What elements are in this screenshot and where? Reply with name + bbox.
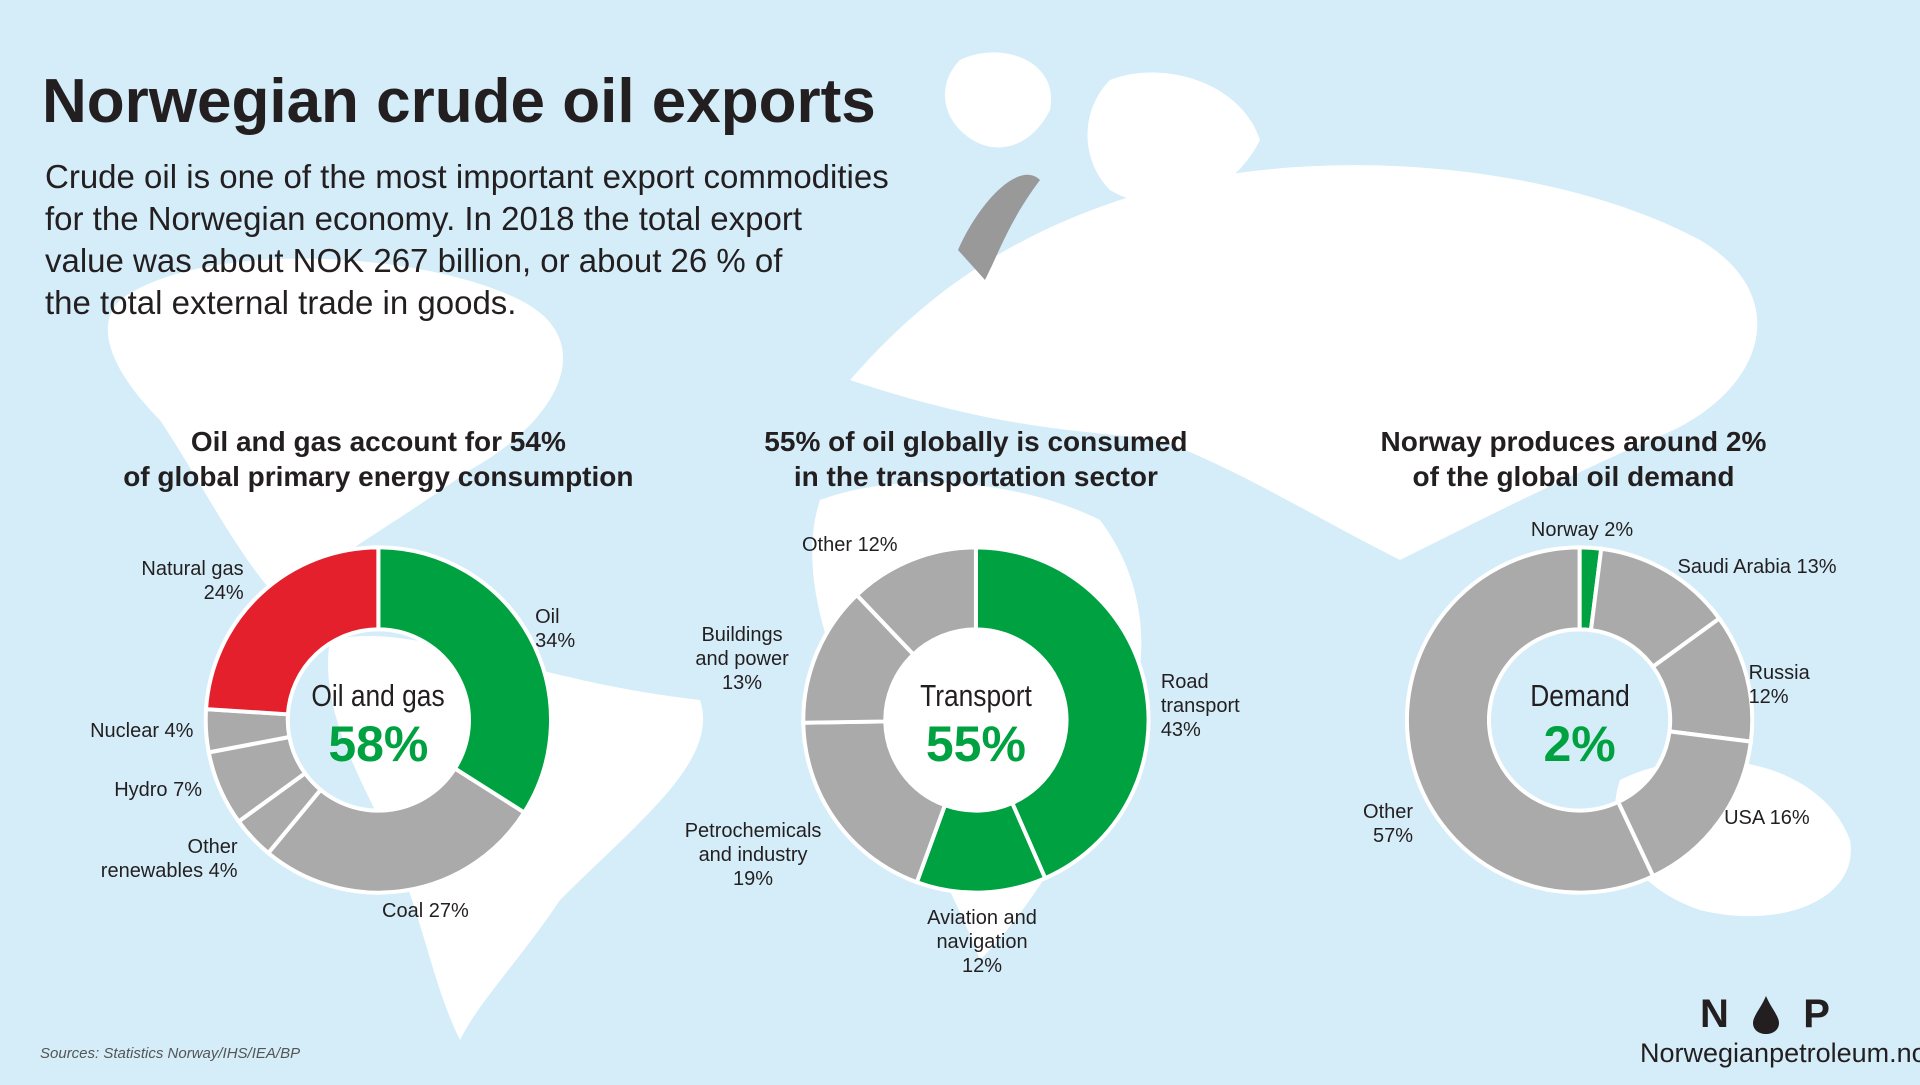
slice-label: Oil 34%: [535, 605, 608, 653]
value-label: 43%: [1160, 718, 1201, 741]
subtitle-line: value was about NOK 267 billion, or abou…: [45, 242, 783, 279]
value-label: 19%: [733, 868, 774, 891]
value-label: 34%: [535, 629, 576, 652]
logo-letter: P: [1803, 992, 1830, 1036]
category-label: Hydro: [114, 778, 168, 801]
slice: [973, 545, 1151, 881]
center-value: 58%: [328, 716, 429, 772]
category-label: Russia: [1748, 662, 1810, 685]
category-label: Petrochemicals and industry: [684, 820, 822, 867]
center-value: 2%: [1543, 716, 1616, 772]
slice-label: Other renewables 4%: [91, 835, 238, 883]
center-label: Demand: [1529, 678, 1630, 713]
category-label: Nuclear: [90, 719, 159, 742]
subtitle: Crude oil is one of the most important e…: [45, 156, 889, 324]
chart-title: of the global oil demand: [1412, 461, 1735, 493]
slice-label: Hydro 7%: [55, 778, 202, 802]
slice: [853, 545, 978, 658]
value-label: 4%: [208, 860, 238, 883]
subtitle-line: for the Norwegian economy. In 2018 the t…: [45, 200, 803, 237]
slice-label: Nuclear 4%: [47, 719, 194, 743]
slice-label: Aviation and navigation 12%: [915, 906, 1050, 978]
center-value: 55%: [925, 716, 1026, 772]
slice: [801, 719, 948, 885]
value-label: 4%: [164, 719, 194, 742]
category-label: Other: [1363, 800, 1414, 823]
chart-title: of global primary energy consumption: [123, 461, 634, 493]
value-label: 12%: [1748, 686, 1789, 709]
slice: [265, 765, 527, 895]
value-label: 7%: [173, 778, 203, 801]
value-label: 16%: [1769, 806, 1810, 829]
slice-label: Norway 2%: [1496, 518, 1667, 542]
category-label: Buildings and power: [695, 624, 789, 671]
chart-title: Oil and gas account for 54%: [190, 425, 566, 457]
slice-label: Other 12%: [764, 533, 935, 557]
slice-label: Saudi Arabia 13%: [1678, 555, 1898, 579]
title: Norwegian crude oil exports: [42, 67, 876, 136]
sources: Sources: Statistics Norway/IHS/IEA/BP: [40, 1045, 301, 1062]
subtitle-line: Crude oil is one of the most important e…: [45, 158, 889, 195]
category-label: Other: [801, 533, 852, 556]
logo-drop: [1753, 995, 1780, 1034]
slice-label: Other 57%: [1291, 800, 1413, 848]
logo-letter: N: [1700, 992, 1729, 1036]
website: Norwegianpetroleum.no: [1640, 1038, 1920, 1068]
slice-label: Russia 12%: [1749, 661, 1871, 709]
category-label: Saudi Arabia: [1677, 555, 1791, 578]
category-label: USA: [1724, 806, 1765, 829]
slice-label: Road transport 43%: [1161, 670, 1259, 742]
slice: [376, 545, 554, 816]
category-label: Norway: [1530, 518, 1599, 541]
subtitle-line: the total external trade in goods.: [45, 284, 517, 321]
value-label: 13%: [1796, 555, 1837, 578]
slice-label: Buildings and power 13%: [684, 623, 800, 695]
category-label: Oil: [535, 605, 560, 628]
center-label: Oil and gas: [311, 678, 446, 713]
value-label: 12%: [962, 955, 1003, 978]
value-label: 2%: [1604, 518, 1634, 541]
slice: [1404, 545, 1656, 895]
value-label: 57%: [1373, 824, 1414, 847]
center-label: Transport: [920, 678, 1032, 713]
category-label: Other renewables: [100, 836, 238, 883]
category-label: Coal: [382, 899, 424, 922]
slice-label: USA 16%: [1724, 806, 1871, 830]
category-label: Natural gas: [141, 558, 244, 581]
value-label: 27%: [428, 899, 469, 922]
value-label: 12%: [857, 533, 898, 556]
slice-label: Petrochemicals and industry 19%: [673, 819, 832, 891]
norway: [958, 174, 1040, 280]
slice-label: Coal 27%: [382, 899, 553, 923]
value-label: 13%: [722, 672, 763, 695]
slice-label: Natural gas 24%: [97, 557, 244, 605]
category-label: Road transport: [1160, 670, 1240, 717]
chart-title: in the transportation sector: [793, 461, 1158, 493]
logo: N P: [1700, 992, 1830, 1037]
value-label: 24%: [203, 582, 244, 605]
category-label: Aviation and navigation: [927, 907, 1037, 954]
chart-title: 55% of oil globally is consumed: [764, 425, 1188, 457]
slice: [203, 545, 381, 717]
chart-title: Norway produces around 2%: [1380, 425, 1767, 457]
